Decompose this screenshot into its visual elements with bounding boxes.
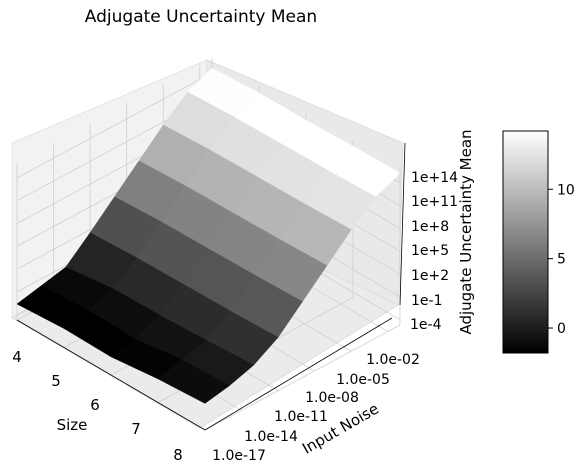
z-tick-label: 1e+2 bbox=[411, 268, 449, 284]
y-axis-line bbox=[204, 317, 393, 431]
x-tick-label: 8 bbox=[173, 446, 183, 464]
x-tick-labels: 4 5 6 7 8 bbox=[12, 348, 183, 464]
z-tick-label: 1e+8 bbox=[411, 219, 449, 235]
z-tick-label: 1e+14 bbox=[411, 170, 458, 186]
z-axis-line bbox=[399, 142, 406, 306]
grid-line bbox=[204, 324, 401, 431]
x-axis-label: Size bbox=[57, 416, 88, 434]
z-tick-labels: 1e-4 1e-1 1e+2 1e+5 1e+8 1e+11 1e+14 bbox=[410, 170, 458, 333]
x-axis-line bbox=[16, 319, 206, 431]
y-tick-label: 1.0e-02 bbox=[366, 352, 420, 368]
x-tick-label: 4 bbox=[12, 348, 22, 366]
colorbar-ticks: 0 5 10 bbox=[548, 182, 575, 337]
colorbar bbox=[502, 130, 549, 354]
y-tick-label: 1.0e-05 bbox=[336, 372, 390, 388]
z-axis-label: Adjugate Uncertainty Mean bbox=[457, 129, 475, 334]
z-tick-label: 1e+11 bbox=[411, 194, 458, 210]
chart-title: Adjugate Uncertainty Mean bbox=[85, 7, 317, 27]
colorbar-tick-label: 0 bbox=[557, 321, 566, 337]
y-tick-labels: 1.0e-17 1.0e-14 1.0e-11 1.0e-08 1.0e-05 … bbox=[212, 352, 420, 464]
x-tick-label: 5 bbox=[51, 372, 61, 390]
z-tick-label: 1e-1 bbox=[411, 293, 442, 309]
y-tick-label: 1.0e-17 bbox=[212, 448, 266, 464]
colorbar-tick-label: 10 bbox=[557, 182, 575, 198]
x-tick-label: 6 bbox=[90, 396, 100, 414]
y-tick-label: 1.0e-08 bbox=[305, 390, 359, 406]
y-tick-label: 1.0e-14 bbox=[244, 429, 298, 445]
surface bbox=[16, 67, 401, 404]
y-tick-label: 1.0e-11 bbox=[274, 409, 328, 425]
surface-patch bbox=[157, 359, 230, 404]
z-tick-label: 1e-4 bbox=[410, 317, 442, 333]
z-tick-label: 1e+5 bbox=[411, 243, 449, 259]
colorbar-tick-label: 5 bbox=[557, 252, 566, 268]
x-tick-label: 7 bbox=[131, 420, 141, 438]
